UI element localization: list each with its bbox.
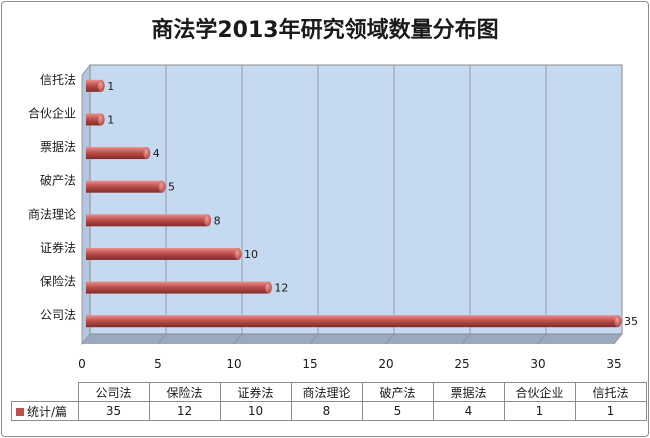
x-tick-label: 20 — [378, 357, 393, 371]
category-label: 保险法 — [40, 274, 76, 289]
data-table-corner — [11, 382, 79, 402]
gridline-floor — [233, 333, 243, 345]
x-tick-label: 35 — [606, 357, 621, 371]
x-tick-label: 30 — [530, 357, 545, 371]
data-table-value: 8 — [290, 401, 363, 421]
data-table-value: 4 — [432, 401, 505, 421]
data-label: 10 — [244, 248, 258, 261]
gridline-floor — [461, 333, 471, 345]
bar-cap — [143, 147, 151, 160]
plot-floor — [82, 334, 622, 344]
bar — [86, 147, 147, 160]
data-table-value: 12 — [148, 401, 221, 421]
bar-cap — [234, 247, 242, 260]
gridline-floor — [537, 333, 547, 345]
x-tick-label: 10 — [226, 357, 241, 371]
plot-side-wall — [81, 63, 91, 346]
data-table-category: 票据法 — [432, 382, 505, 402]
data-table-series-name: 统计/篇 — [11, 401, 79, 421]
bar-cap — [97, 79, 105, 92]
data-label: 1 — [107, 113, 114, 126]
bar — [86, 79, 102, 92]
category-label: 商法理论 — [28, 206, 76, 221]
bar — [86, 214, 208, 227]
bar-cap — [614, 315, 622, 328]
bar — [86, 247, 238, 260]
category-label: 公司法 — [40, 308, 76, 322]
bar-cap — [158, 180, 166, 193]
data-table-category: 保险法 — [148, 382, 221, 402]
bar — [86, 315, 618, 328]
x-tick-label: 0 — [78, 357, 86, 371]
category-label: 证券法 — [40, 240, 76, 255]
data-label: 8 — [214, 214, 221, 227]
bars: 35 12 10 8 5 4 1 1 — [86, 79, 638, 328]
bar-cap — [204, 214, 212, 227]
legend-key — [16, 407, 24, 416]
data-table-value: 1 — [503, 401, 576, 421]
data-table-category: 信托法 — [574, 382, 647, 402]
bar-cap — [97, 113, 105, 126]
data-table-category: 破产法 — [361, 382, 434, 402]
data-table-value: 1 — [574, 401, 647, 421]
data-table-category: 证券法 — [219, 382, 292, 402]
category-label: 票据法 — [40, 140, 76, 154]
data-table-value: 10 — [219, 401, 292, 421]
data-label: 4 — [153, 147, 160, 160]
gridline-floor — [309, 333, 319, 345]
data-label: 12 — [274, 282, 288, 295]
x-tick-label: 25 — [454, 357, 469, 371]
category-label: 破产法 — [40, 173, 76, 188]
value-axis-tick-labels: 0 5 10 15 20 25 30 35 — [78, 357, 621, 371]
bar — [86, 281, 269, 294]
data-label: 35 — [624, 315, 638, 328]
bar — [86, 180, 162, 193]
plot-back-wall — [89, 64, 623, 335]
bar — [86, 113, 102, 126]
gridline-floor — [385, 333, 395, 345]
data-table-series-row: 统计/篇 35 12 10 8 5 4 1 1 — [11, 401, 647, 421]
x-tick-label: 15 — [302, 357, 317, 371]
category-axis-labels: 公司法 保险法 证券法 商法理论 破产法 票据法 合伙企业 信托法 — [28, 73, 76, 322]
x-tick-label: 5 — [154, 357, 162, 371]
bar-chart-plot: 35 12 10 8 5 4 1 1 公司法 保险法 证券法 商法理论 破产法 票据法 合伙企业 信托法 0… — [28, 63, 638, 371]
data-table-value: 35 — [77, 401, 150, 421]
gridline-floor — [157, 333, 167, 345]
series-name: 统计/篇 — [27, 404, 68, 419]
gridlines — [157, 65, 623, 345]
data-table-category: 合伙企业 — [503, 382, 576, 402]
data-table-category: 公司法 — [77, 382, 150, 402]
data-table-header-row: 公司法 保险法 证券法 商法理论 破产法 票据法 合伙企业 信托法 — [11, 382, 647, 402]
data-table: 公司法 保险法 证券法 商法理论 破产法 票据法 合伙企业 信托法 统计/篇 3… — [11, 382, 647, 421]
category-label: 合伙企业 — [28, 105, 76, 120]
bar-cap — [264, 281, 272, 294]
category-label: 信托法 — [40, 73, 76, 87]
data-label: 1 — [107, 80, 114, 93]
data-table-category: 商法理论 — [290, 382, 363, 402]
data-table-value: 5 — [361, 401, 434, 421]
data-label: 5 — [168, 181, 175, 194]
chart-title: 商法学2013年研究领域数量分布图 — [151, 18, 499, 43]
gridline-floor — [613, 333, 623, 345]
